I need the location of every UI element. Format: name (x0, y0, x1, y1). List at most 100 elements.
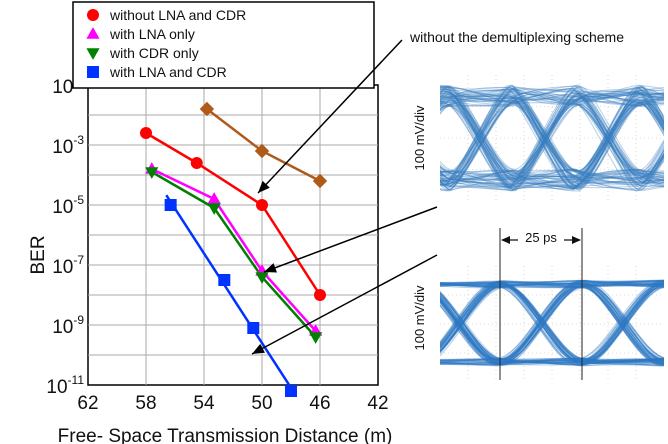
x-tick-label: 58 (135, 393, 156, 414)
eye-trace (440, 283, 664, 363)
data-point (314, 289, 326, 301)
eye-trace (440, 89, 664, 189)
eye-trace (440, 297, 664, 366)
eye-trace (440, 95, 664, 187)
annotation-arrows (251, 39, 438, 355)
eye-trace (440, 85, 664, 186)
eye-trace (440, 85, 664, 183)
data-point (207, 203, 221, 215)
eye-trace (440, 94, 664, 174)
eye-trace (440, 93, 664, 190)
eye-trace (440, 285, 664, 362)
eye-trace (440, 90, 664, 183)
eye-trace (440, 286, 664, 366)
eye-trace (440, 279, 664, 365)
eye-trace (440, 91, 664, 182)
eye-trace (440, 89, 664, 188)
eye-bottom-scale-label: 100 mV/div (412, 285, 427, 351)
eye-trace (440, 282, 664, 367)
legend-entry: with LNA only (109, 26, 195, 42)
eye-trace (440, 283, 664, 365)
eye-trace (440, 280, 664, 347)
eye-trace (440, 88, 664, 179)
eye-trace (440, 92, 664, 190)
eye-trace (440, 283, 664, 363)
eye-trace (440, 85, 664, 184)
eye-trace (440, 101, 664, 188)
x-tick-label: 42 (367, 393, 388, 414)
eye-trace (440, 282, 664, 365)
eye-trace (440, 286, 664, 366)
eye-trace (440, 280, 664, 359)
eye-trace (440, 100, 664, 186)
eye-trace (440, 283, 664, 360)
eye-trace (440, 300, 664, 364)
x-tick-label: 54 (193, 393, 215, 414)
eye-trace (440, 101, 664, 188)
eye-trace (440, 280, 664, 364)
eye-trace (440, 281, 664, 363)
data-point (218, 274, 231, 286)
eye-trace (440, 282, 664, 363)
eye-trace (440, 281, 664, 365)
eye-trace (440, 102, 664, 188)
eye-trace (440, 280, 664, 361)
y-tick-label: 10-3 (52, 133, 84, 158)
eye-trace (440, 94, 664, 190)
eye-trace (440, 280, 664, 367)
eye-trace (440, 97, 664, 172)
eye-trace (440, 280, 664, 349)
eye-trace (440, 280, 664, 363)
data-point (140, 127, 152, 139)
eye-trace (440, 101, 664, 184)
eye-trace (440, 282, 664, 366)
eye-trace (440, 85, 664, 187)
eye-trace (440, 96, 664, 190)
eye-trace (440, 96, 664, 191)
eye-trace (440, 95, 664, 191)
y-tick-label: 10-7 (52, 253, 84, 278)
eye-trace (440, 94, 664, 191)
eye-trace (440, 282, 664, 362)
eye-trace (440, 279, 664, 360)
arrow-line (257, 39, 403, 194)
data-point (86, 27, 100, 39)
eye-trace (440, 284, 664, 365)
eye-trace (440, 86, 664, 190)
eye-trace (440, 282, 664, 365)
eye-trace (440, 168, 664, 186)
eye-trace (440, 101, 664, 188)
data-point (285, 385, 297, 397)
eye-trace (440, 87, 664, 187)
eye-trace (440, 283, 664, 351)
eye-trace (440, 283, 664, 366)
eye-trace (440, 281, 664, 360)
eye-trace (440, 281, 664, 363)
eye-trace (440, 280, 664, 360)
eye-trace (440, 87, 664, 182)
eye-trace (440, 280, 664, 362)
eye-trace (440, 283, 664, 362)
eye-trace (440, 99, 664, 181)
y-tick-label: 10-9 (52, 313, 84, 338)
eye-trace (440, 92, 664, 189)
eye-trace (440, 281, 664, 363)
eye-trace (440, 103, 664, 179)
eye-trace (440, 282, 664, 363)
eye-trace (440, 169, 664, 192)
eye-trace (440, 88, 664, 176)
legend-entry: with CDR only (109, 45, 199, 61)
eye-trace (440, 91, 664, 190)
eye-trace (440, 280, 664, 360)
eye-trace (440, 85, 664, 184)
eye-trace (440, 98, 664, 191)
eye-trace (440, 86, 664, 192)
eye-trace (440, 280, 664, 363)
eye-trace (440, 281, 664, 361)
eye-trace (440, 281, 664, 289)
y-axis-title: BER (28, 235, 49, 274)
eye-trace (440, 283, 664, 288)
period-arrowhead-right (572, 236, 581, 244)
eye-trace (440, 152, 664, 190)
eye-trace (440, 92, 664, 175)
